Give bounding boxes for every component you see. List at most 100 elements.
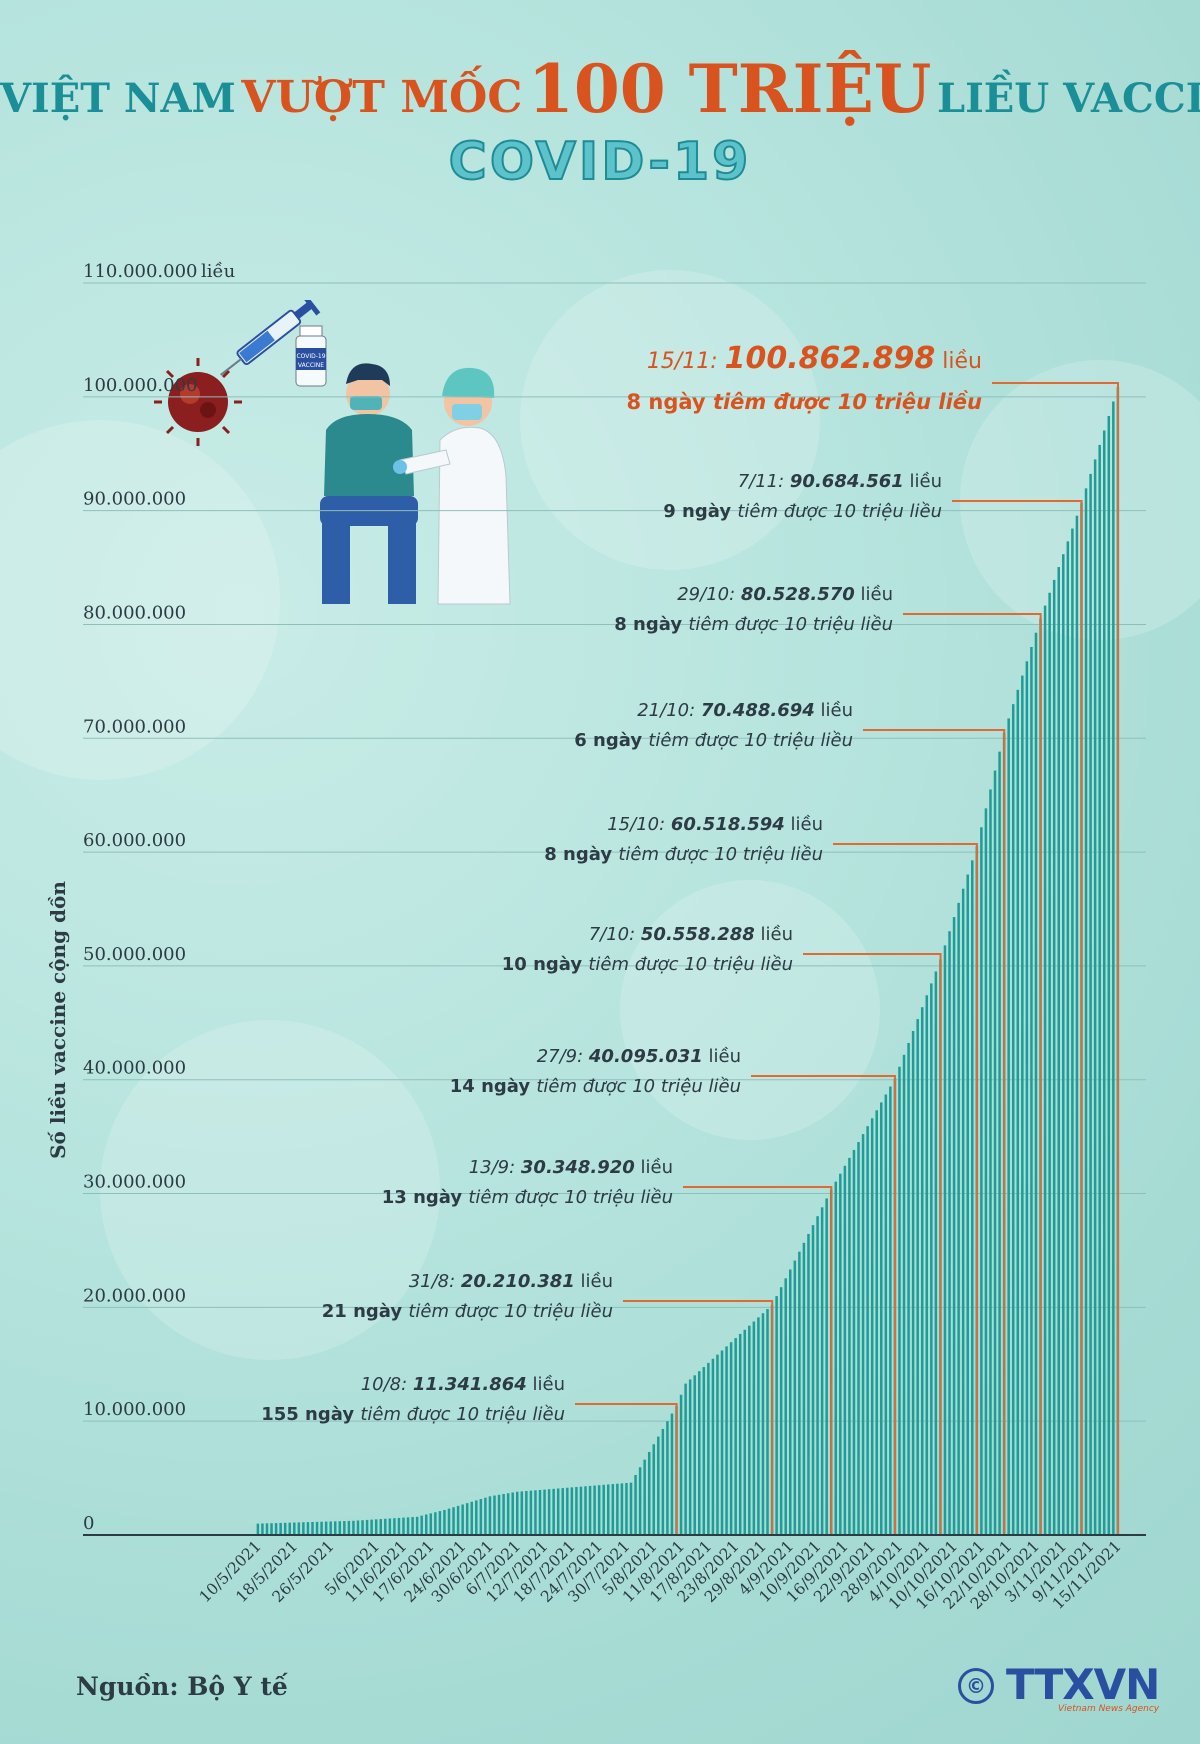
bar <box>306 1522 310 1535</box>
bar <box>971 860 974 1535</box>
bar <box>1062 554 1065 1535</box>
bar <box>593 1485 596 1535</box>
bar <box>315 1521 319 1535</box>
bar <box>488 1496 492 1535</box>
bar <box>670 1413 674 1535</box>
annotation-value: 11.341.864 <box>413 1374 527 1395</box>
bar <box>775 1296 778 1535</box>
bar <box>684 1383 687 1535</box>
annotation-unit: liều <box>575 1271 613 1292</box>
bar <box>493 1495 496 1535</box>
bar <box>333 1521 337 1535</box>
logo-subtitle: Vietnam News Agency <box>1058 1704 1160 1714</box>
page-subtitle: COVID-19 <box>448 131 752 193</box>
annotation-days-line: 8 ngày tiêm được 10 triệu liều <box>614 614 893 635</box>
annotation-leader-line <box>992 382 1119 1535</box>
bar <box>1071 528 1074 1535</box>
bar <box>757 1317 760 1535</box>
annotation-value: 20.210.381 <box>461 1271 575 1292</box>
annotation-days-line: 155 ngày tiêm được 10 triệu liều <box>261 1404 565 1425</box>
title-part-1: VIỆT NAM <box>0 75 236 122</box>
bar <box>1102 430 1106 1535</box>
annotation-days-text: tiêm được 10 triệu liều <box>618 844 823 865</box>
bar <box>825 1198 828 1535</box>
bar <box>920 1007 924 1535</box>
annotation-days-text: tiêm được 10 triệu liều <box>408 1301 613 1322</box>
virus-background-shape <box>520 270 820 570</box>
annotation-days-line: 10 ngày tiêm được 10 triệu liều <box>502 954 793 975</box>
annotation-value-line: 31/8: 20.210.381 liều <box>409 1271 613 1292</box>
y-tick-label: 60.000.000 <box>83 830 186 851</box>
annotation-leader-line <box>863 729 1006 1535</box>
bar <box>698 1371 701 1535</box>
bar <box>261 1523 264 1535</box>
annotation-value: 50.558.288 <box>641 924 755 945</box>
y-axis-title: Số liều vaccine cộng dồn <box>46 881 70 1159</box>
annotation-days-text: tiêm được 10 triệu liều <box>688 614 893 635</box>
annotation-days: 8 ngày <box>627 390 713 414</box>
annotation-days-text: tiêm được 10 triệu liều <box>737 501 942 522</box>
bar <box>616 1483 619 1535</box>
annotation-unit: liều <box>904 471 942 492</box>
bar <box>597 1485 601 1535</box>
bar <box>283 1522 287 1535</box>
y-tick-labels: 0 10.000.000 20.000.000 30.000.000 40.000.00… <box>83 261 235 1534</box>
bar <box>297 1522 301 1535</box>
bar <box>952 917 956 1535</box>
annotation-value: 40.095.031 <box>588 1046 703 1067</box>
bar <box>293 1522 296 1535</box>
bar <box>634 1474 637 1535</box>
bar <box>720 1350 724 1535</box>
title-part-2: VƯỢT MỐC <box>241 72 523 123</box>
annotation-days: 8 ngày <box>544 844 618 865</box>
bar <box>461 1504 464 1535</box>
bar <box>256 1523 260 1535</box>
annotation-leader-line <box>833 843 978 1535</box>
annotation-unit: liều <box>635 1157 673 1178</box>
bar <box>961 888 965 1535</box>
bar <box>415 1516 419 1535</box>
bar <box>789 1269 792 1535</box>
annotation-days-text: tiêm được 10 triệu liều <box>648 730 853 751</box>
bar <box>647 1451 651 1535</box>
bar <box>793 1260 797 1535</box>
bar <box>265 1523 269 1535</box>
bar <box>502 1494 505 1535</box>
annotation-leader-line <box>803 953 942 1535</box>
bar <box>388 1518 392 1535</box>
bar <box>884 1094 888 1535</box>
bar <box>998 751 1001 1535</box>
bar <box>907 1042 910 1535</box>
bar <box>365 1519 369 1535</box>
bar <box>820 1207 824 1535</box>
bar <box>848 1157 851 1535</box>
annotation-days: 9 ngày <box>663 501 737 522</box>
bar <box>1066 541 1070 1535</box>
annotation-leader-line <box>623 1300 774 1535</box>
annotation-days-line: 8 ngày tiêm được 10 triệu liều <box>627 390 983 414</box>
copyright-icon: © <box>958 1668 994 1704</box>
bar <box>506 1493 510 1535</box>
bar <box>875 1110 878 1535</box>
bar <box>556 1488 560 1535</box>
bar <box>1089 473 1092 1535</box>
bar <box>347 1520 351 1535</box>
annotation-value: 30.348.920 <box>521 1157 635 1178</box>
bar <box>484 1497 487 1535</box>
bar <box>716 1354 719 1535</box>
annotation-days: 21 ngày <box>322 1301 409 1322</box>
vial-label-bottom: VACCINE <box>298 362 324 369</box>
bar <box>1043 605 1047 1535</box>
bar <box>839 1173 842 1535</box>
annotation-leader-line <box>952 500 1083 1535</box>
bar <box>320 1521 323 1535</box>
bar <box>529 1490 533 1535</box>
bar <box>475 1500 478 1535</box>
bar <box>779 1287 783 1535</box>
bar <box>274 1523 278 1535</box>
vial-label-top: COVID-19 <box>296 353 325 360</box>
bar <box>1025 661 1029 1535</box>
nurse-figure <box>393 367 511 605</box>
bar <box>784 1278 787 1535</box>
